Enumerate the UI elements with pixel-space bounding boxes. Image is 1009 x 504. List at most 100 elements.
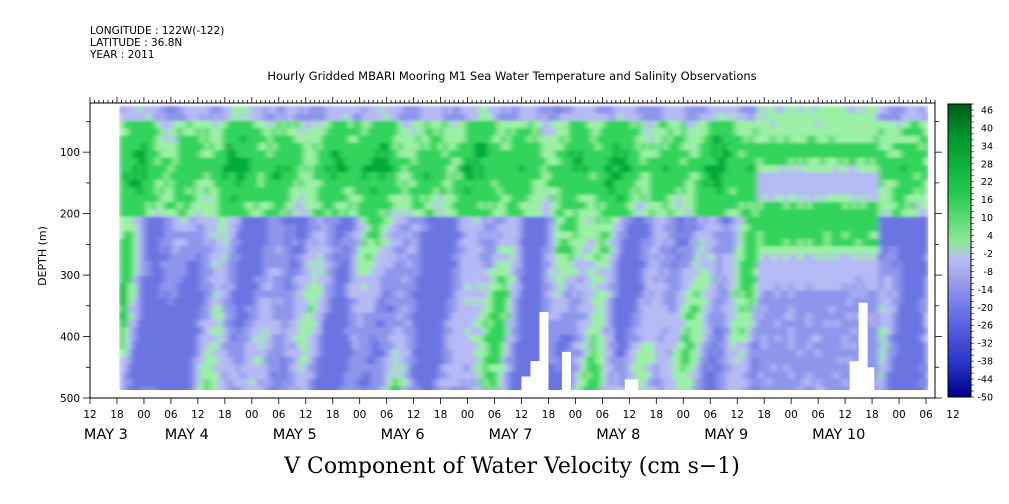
- heatmap-cell: [303, 128, 309, 137]
- heatmap-cell: [460, 283, 466, 292]
- heatmap-cell: [137, 364, 143, 373]
- heatmap-cell: [424, 157, 430, 166]
- heatmap-cell: [550, 268, 556, 277]
- heatmap-cell: [267, 238, 273, 247]
- heatmap-cell: [424, 128, 430, 137]
- heatmap-cell: [406, 106, 412, 115]
- heatmap-cell: [245, 106, 251, 115]
- heatmap-cell: [483, 342, 489, 351]
- heatmap-cell: [528, 201, 534, 210]
- heatmap-cell: [164, 253, 170, 262]
- heatmap-cell: [227, 157, 233, 166]
- heatmap-cell: [640, 378, 646, 387]
- heatmap-cell: [150, 253, 156, 262]
- heatmap-cell: [496, 268, 502, 277]
- heatmap-cell: [366, 231, 372, 240]
- heatmap-cell: [690, 106, 696, 115]
- heatmap-cell: [546, 135, 552, 144]
- heatmap-cell: [492, 224, 498, 233]
- heatmap-cell: [528, 319, 534, 328]
- heatmap-cell: [649, 179, 655, 188]
- heatmap-cell: [294, 268, 300, 277]
- heatmap-cell: [550, 224, 556, 233]
- heatmap-cell: [357, 356, 363, 365]
- heatmap-cell: [281, 216, 287, 225]
- heatmap-cell: [276, 327, 282, 336]
- heatmap-cell: [191, 342, 197, 351]
- heatmap-cell: [672, 349, 678, 358]
- heatmap-cell: [213, 305, 219, 314]
- heatmap-cell: [222, 172, 228, 181]
- heatmap-cell: [550, 201, 556, 210]
- heatmap-cell: [600, 172, 606, 181]
- heatmap-cell: [663, 319, 669, 328]
- heatmap-cell: [281, 349, 287, 358]
- heatmap-cell: [442, 364, 448, 373]
- heatmap-cell: [231, 179, 237, 188]
- heatmap-cell: [384, 312, 390, 321]
- heatmap-cell: [420, 128, 426, 137]
- heatmap-cell: [541, 290, 547, 299]
- heatmap-cell: [658, 305, 664, 314]
- heatmap-cell: [672, 283, 678, 292]
- heatmap-cell: [236, 216, 242, 225]
- heatmap-cell: [146, 275, 152, 284]
- heatmap-cell: [182, 319, 188, 328]
- heatmap-cell: [442, 275, 448, 284]
- heatmap-cell: [501, 349, 507, 358]
- heatmap-cell: [132, 165, 138, 174]
- heatmap-cell: [402, 194, 408, 203]
- heatmap-cell: [245, 349, 251, 358]
- heatmap-cell: [182, 172, 188, 181]
- heatmap-cell: [505, 120, 511, 129]
- heatmap-cell: [645, 113, 651, 122]
- heatmap-cell: [496, 349, 502, 358]
- heatmap-cell: [640, 275, 646, 284]
- heatmap-cell: [451, 150, 457, 159]
- heatmap-cell: [299, 128, 305, 137]
- heatmap-cell: [460, 327, 466, 336]
- heatmap-cell: [613, 172, 619, 181]
- heatmap-cell: [505, 135, 511, 144]
- heatmap-cell: [213, 209, 219, 218]
- heatmap-cell: [285, 231, 291, 240]
- heatmap-cell: [564, 113, 570, 122]
- heatmap-cell: [537, 157, 543, 166]
- heatmap-cell: [186, 268, 192, 277]
- heatmap-cell: [564, 305, 570, 314]
- heatmap-cell: [276, 172, 282, 181]
- heatmap-cell: [505, 319, 511, 328]
- heatmap-cell: [640, 268, 646, 277]
- heatmap-cell: [119, 268, 125, 277]
- heatmap-cell: [263, 201, 269, 210]
- heatmap-cell: [523, 231, 529, 240]
- heatmap-cell: [573, 165, 579, 174]
- heatmap-cell: [555, 187, 561, 196]
- heatmap-cell: [218, 120, 224, 129]
- heatmap-cell: [609, 246, 615, 255]
- heatmap-cell: [299, 260, 305, 269]
- heatmap-cell: [519, 349, 525, 358]
- heatmap-cell: [654, 135, 660, 144]
- heatmap-cell: [128, 142, 134, 151]
- heatmap-cell: [155, 157, 161, 166]
- heatmap-cell: [415, 283, 421, 292]
- heatmap-cell: [254, 120, 260, 129]
- heatmap-cell: [191, 283, 197, 292]
- heatmap-cell: [429, 305, 435, 314]
- heatmap-cell: [290, 253, 296, 262]
- heatmap-cell: [361, 157, 367, 166]
- heatmap-cell: [132, 128, 138, 137]
- heatmap-cell: [505, 305, 511, 314]
- heatmap-cell: [550, 120, 556, 129]
- heatmap-cell: [285, 135, 291, 144]
- heatmap-cell: [357, 297, 363, 306]
- heatmap-cell: [672, 275, 678, 284]
- heatmap-cell: [402, 231, 408, 240]
- heatmap-cell: [582, 312, 588, 321]
- heatmap-cell: [200, 216, 206, 225]
- heatmap-cell: [352, 172, 358, 181]
- heatmap-cell: [667, 334, 673, 343]
- heatmap-cell: [132, 312, 138, 321]
- heatmap-cell: [451, 128, 457, 137]
